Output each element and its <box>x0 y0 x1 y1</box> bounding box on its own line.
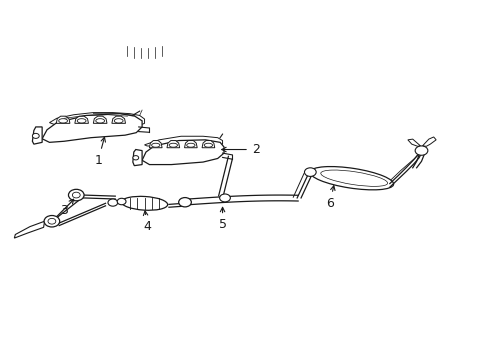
Text: 3: 3 <box>60 199 74 217</box>
Circle shape <box>32 134 39 138</box>
Circle shape <box>108 199 118 206</box>
Ellipse shape <box>121 196 167 210</box>
Polygon shape <box>112 116 125 123</box>
Polygon shape <box>202 140 214 148</box>
Ellipse shape <box>204 143 212 147</box>
Polygon shape <box>32 127 42 144</box>
Polygon shape <box>166 140 179 148</box>
Text: 4: 4 <box>143 211 151 233</box>
Circle shape <box>117 198 126 205</box>
Polygon shape <box>75 116 88 123</box>
Circle shape <box>133 156 139 160</box>
Polygon shape <box>56 116 70 123</box>
Ellipse shape <box>77 119 86 123</box>
Text: 1: 1 <box>94 137 105 167</box>
Ellipse shape <box>169 143 177 147</box>
Ellipse shape <box>186 143 195 147</box>
Ellipse shape <box>59 119 67 123</box>
Polygon shape <box>14 221 44 238</box>
Circle shape <box>68 189 84 201</box>
Text: 5: 5 <box>218 207 226 231</box>
Polygon shape <box>93 116 107 123</box>
Polygon shape <box>422 137 435 146</box>
Circle shape <box>304 168 316 176</box>
Circle shape <box>219 194 230 202</box>
Circle shape <box>414 146 427 155</box>
Polygon shape <box>144 136 222 147</box>
Ellipse shape <box>96 119 104 123</box>
Text: 2: 2 <box>221 143 259 156</box>
Ellipse shape <box>309 167 393 190</box>
Ellipse shape <box>114 119 123 123</box>
Polygon shape <box>149 140 162 148</box>
Polygon shape <box>42 114 142 142</box>
Circle shape <box>178 198 191 207</box>
Ellipse shape <box>151 143 160 147</box>
Circle shape <box>44 216 60 227</box>
Polygon shape <box>49 113 144 127</box>
Polygon shape <box>142 140 224 165</box>
Polygon shape <box>184 140 197 148</box>
Text: 6: 6 <box>325 186 334 210</box>
Polygon shape <box>133 149 142 166</box>
Polygon shape <box>407 139 420 146</box>
